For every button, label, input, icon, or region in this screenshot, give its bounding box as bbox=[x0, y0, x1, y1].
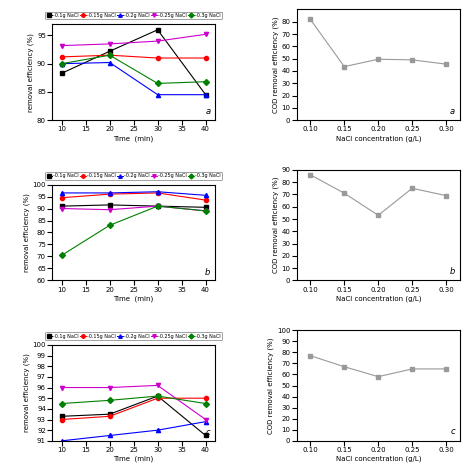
Text: b: b bbox=[205, 268, 210, 277]
Line: 0.3g NaCl: 0.3g NaCl bbox=[60, 204, 208, 257]
Line: 0.2g NaCl: 0.2g NaCl bbox=[60, 61, 208, 97]
0.2g NaCl bbox=[155, 428, 161, 433]
0.1g NaCl bbox=[155, 203, 161, 209]
0.3g NaCl bbox=[107, 52, 112, 58]
0.1g NaCl bbox=[203, 92, 209, 98]
0.1g NaCl bbox=[107, 411, 112, 417]
0.2g NaCl bbox=[155, 92, 161, 98]
Text: b: b bbox=[449, 267, 455, 276]
Line: 0.1g NaCl: 0.1g NaCl bbox=[60, 27, 208, 97]
0.25g NaCl bbox=[155, 38, 161, 44]
0.1g NaCl bbox=[107, 48, 112, 54]
Y-axis label: removal efficiency (%): removal efficiency (%) bbox=[27, 33, 34, 111]
0.15g NaCl bbox=[107, 191, 112, 197]
0.25g NaCl bbox=[107, 385, 112, 391]
0.1g NaCl bbox=[59, 71, 64, 76]
0.25g NaCl bbox=[59, 43, 64, 48]
Line: 0.25g NaCl: 0.25g NaCl bbox=[60, 32, 208, 48]
Line: 0.25g NaCl: 0.25g NaCl bbox=[60, 383, 208, 421]
0.1g NaCl bbox=[203, 204, 209, 210]
0.3g NaCl bbox=[203, 401, 209, 406]
0.25g NaCl bbox=[155, 383, 161, 388]
0.1g NaCl bbox=[155, 27, 161, 33]
0.15g NaCl bbox=[155, 395, 161, 401]
0.15g NaCl bbox=[59, 195, 64, 201]
X-axis label: NaCl concentration (g/L): NaCl concentration (g/L) bbox=[336, 135, 421, 142]
Y-axis label: COD removal efficiency (%): COD removal efficiency (%) bbox=[268, 337, 274, 434]
0.25g NaCl bbox=[203, 208, 209, 214]
0.1g NaCl bbox=[203, 433, 209, 438]
0.15g NaCl bbox=[107, 52, 112, 58]
0.3g NaCl bbox=[203, 79, 209, 84]
Y-axis label: COD removal efficiency (%): COD removal efficiency (%) bbox=[272, 177, 279, 273]
Line: 0.2g NaCl: 0.2g NaCl bbox=[60, 419, 208, 443]
0.3g NaCl bbox=[155, 81, 161, 86]
0.3g NaCl bbox=[59, 401, 64, 406]
Legend: -0.1g NaCl, -0.15g NaCl, -0.2g NaCl, -0.25g NaCl, -0.3g NaCl: -0.1g NaCl, -0.15g NaCl, -0.2g NaCl, -0.… bbox=[45, 11, 222, 19]
0.2g NaCl bbox=[107, 60, 112, 65]
0.25g NaCl bbox=[107, 41, 112, 47]
Line: 0.1g NaCl: 0.1g NaCl bbox=[60, 203, 208, 210]
0.1g NaCl bbox=[155, 393, 161, 399]
X-axis label: NaCl concentration (g/L): NaCl concentration (g/L) bbox=[336, 456, 421, 462]
0.2g NaCl bbox=[59, 61, 64, 66]
0.15g NaCl bbox=[107, 413, 112, 419]
0.15g NaCl bbox=[203, 395, 209, 401]
0.2g NaCl bbox=[203, 92, 209, 98]
0.15g NaCl bbox=[203, 197, 209, 203]
X-axis label: NaCl concentration (g/L): NaCl concentration (g/L) bbox=[336, 295, 421, 302]
X-axis label: Time  (min): Time (min) bbox=[114, 295, 154, 302]
X-axis label: Time  (min): Time (min) bbox=[114, 135, 154, 142]
0.25g NaCl bbox=[59, 206, 64, 211]
Line: 0.25g NaCl: 0.25g NaCl bbox=[60, 204, 208, 213]
0.25g NaCl bbox=[155, 203, 161, 209]
0.3g NaCl bbox=[155, 203, 161, 209]
0.3g NaCl bbox=[203, 208, 209, 214]
0.1g NaCl bbox=[107, 202, 112, 208]
0.25g NaCl bbox=[107, 207, 112, 212]
0.15g NaCl bbox=[155, 55, 161, 61]
0.3g NaCl bbox=[59, 61, 64, 66]
0.2g NaCl bbox=[59, 190, 64, 196]
0.2g NaCl bbox=[107, 433, 112, 438]
Legend: -0.1g NaCl, -0.15g NaCl, -0.2g NaCl, -0.25g NaCl, -0.3g NaCl: -0.1g NaCl, -0.15g NaCl, -0.2g NaCl, -0.… bbox=[45, 172, 222, 180]
Line: 0.3g NaCl: 0.3g NaCl bbox=[60, 53, 208, 85]
0.15g NaCl bbox=[59, 417, 64, 422]
Line: 0.15g NaCl: 0.15g NaCl bbox=[60, 396, 208, 421]
Text: a: a bbox=[205, 107, 210, 116]
Line: 0.15g NaCl: 0.15g NaCl bbox=[60, 191, 208, 202]
Line: 0.3g NaCl: 0.3g NaCl bbox=[60, 394, 208, 406]
Line: 0.2g NaCl: 0.2g NaCl bbox=[60, 190, 208, 197]
0.3g NaCl bbox=[107, 222, 112, 228]
0.25g NaCl bbox=[203, 31, 209, 37]
Y-axis label: removal efficiency (%): removal efficiency (%) bbox=[23, 193, 29, 272]
Legend: -0.1g NaCl, -0.15g NaCl, -0.2g NaCl, -0.25g NaCl, -0.3g NaCl: -0.1g NaCl, -0.15g NaCl, -0.2g NaCl, -0.… bbox=[45, 332, 222, 340]
Text: a: a bbox=[450, 107, 455, 116]
X-axis label: Time  (min): Time (min) bbox=[114, 456, 154, 462]
0.25g NaCl bbox=[203, 417, 209, 422]
Line: 0.1g NaCl: 0.1g NaCl bbox=[60, 394, 208, 438]
0.2g NaCl bbox=[203, 419, 209, 425]
0.15g NaCl bbox=[155, 190, 161, 196]
0.25g NaCl bbox=[59, 385, 64, 391]
0.1g NaCl bbox=[59, 413, 64, 419]
0.3g NaCl bbox=[107, 398, 112, 403]
Y-axis label: removal efficiency (%): removal efficiency (%) bbox=[23, 354, 29, 432]
0.1g NaCl bbox=[59, 203, 64, 209]
Text: c: c bbox=[450, 428, 455, 437]
0.3g NaCl bbox=[59, 253, 64, 258]
Y-axis label: COD removal efficiency (%): COD removal efficiency (%) bbox=[272, 17, 279, 113]
0.15g NaCl bbox=[203, 55, 209, 61]
0.3g NaCl bbox=[155, 393, 161, 399]
0.15g NaCl bbox=[59, 54, 64, 60]
0.2g NaCl bbox=[155, 189, 161, 194]
0.2g NaCl bbox=[59, 438, 64, 444]
Line: 0.15g NaCl: 0.15g NaCl bbox=[60, 53, 208, 60]
Text: c: c bbox=[206, 428, 210, 437]
0.2g NaCl bbox=[203, 192, 209, 198]
0.2g NaCl bbox=[107, 190, 112, 196]
